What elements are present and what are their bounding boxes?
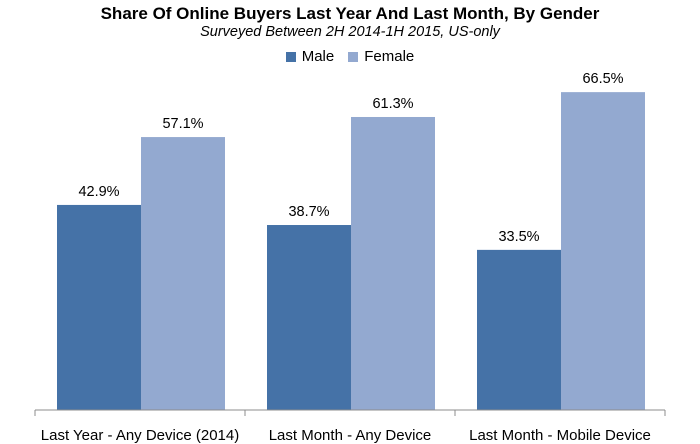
legend: Male Female — [0, 48, 700, 65]
x-tick-label-0: Last Year - Any Device (2014) — [41, 427, 239, 444]
chart-title: Share Of Online Buyers Last Year And Las… — [100, 4, 600, 23]
legend-item-female: Female — [348, 48, 414, 65]
data-label-female-0: 57.1% — [162, 116, 203, 132]
bar-female-2 — [561, 92, 645, 410]
legend-swatch-male — [285, 51, 296, 62]
bar-female-0 — [141, 137, 225, 410]
data-label-male-0: 42.9% — [78, 184, 119, 200]
legend-item-male: Male — [285, 48, 335, 65]
data-label-female-2: 66.5% — [582, 71, 623, 87]
legend-label-male: Male — [301, 48, 335, 65]
x-tick-label-2: Last Month - Mobile Device — [469, 427, 651, 444]
bar-male-1 — [267, 225, 351, 410]
bar-female-1 — [351, 116, 435, 411]
data-label-male-2: 33.5% — [498, 229, 539, 245]
bar-male-2 — [477, 249, 561, 410]
bar-male-0 — [57, 204, 141, 410]
x-tick-label-1: Last Month - Any Device — [269, 427, 432, 444]
legend-label-female: Female — [364, 48, 415, 65]
legend-swatch-female — [348, 51, 359, 62]
chart-subtitle: Surveyed Between 2H 2014-1H 2015, US-onl… — [200, 24, 500, 40]
data-label-male-1: 38.7% — [288, 204, 329, 220]
data-label-female-1: 61.3% — [372, 96, 413, 112]
